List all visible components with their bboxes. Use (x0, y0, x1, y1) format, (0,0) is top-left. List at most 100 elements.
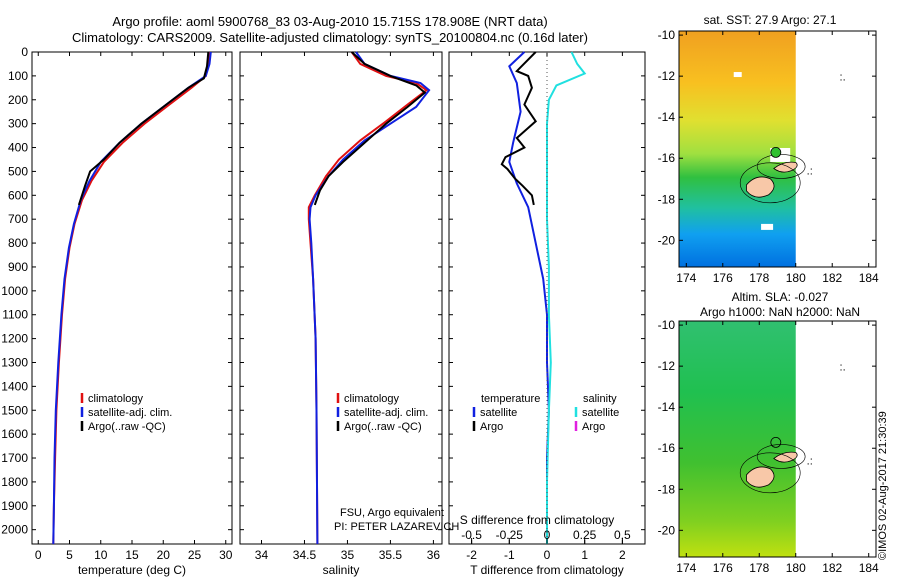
y-tick-label: 1700 (1, 451, 28, 465)
legend-entry: satellite (480, 407, 517, 419)
y-tick-label: -10 (658, 28, 676, 42)
x-tick-label: 5 (66, 548, 73, 562)
y-tick-label: 700 (8, 212, 28, 226)
no-data-patch (733, 72, 742, 78)
x-tick-label: 180 (786, 561, 806, 575)
pi-annotation: PI: PETER LAZAREVICH (334, 521, 459, 533)
y-tick-label: -20 (658, 523, 676, 537)
reef-marks: :. (840, 361, 846, 373)
legend-entry: climatology (88, 393, 144, 405)
legend-entry: satellite-adj. clim. (344, 407, 428, 419)
legend-title-temperature: temperature (481, 393, 540, 405)
y-tick-label: -10 (658, 318, 676, 332)
x-tick-label: 176 (713, 271, 733, 285)
x-tick-label: 25 (188, 548, 202, 562)
y-tick-label: 0 (21, 45, 28, 59)
x-tick-label: -2 (466, 548, 477, 562)
s-tick-label: 0.25 (573, 528, 597, 542)
y-tick-label: -14 (658, 110, 676, 124)
y-tick-label: 300 (8, 117, 28, 131)
legend-entry: Argo(..raw -QC) (88, 421, 166, 433)
x-tick-label: 30 (219, 548, 233, 562)
y-tick-label: 200 (8, 93, 28, 107)
y-tick-label: -18 (658, 482, 676, 496)
series-line-climatology (52, 51, 210, 545)
salinity-panel: 34 34.5 35 35.5 36 salinity climatology satelli… (239, 51, 443, 577)
reef-marks: .: (807, 166, 813, 178)
contour (739, 162, 801, 204)
argo-position-marker (770, 146, 782, 158)
s-tick-label: -0.5 (461, 528, 482, 542)
x-tick-label: 182 (822, 561, 842, 575)
y-tick-label: -16 (658, 151, 676, 165)
legend-entry: Argo (480, 421, 503, 433)
temperature-panel: 0100200300400500600700800900100011001200… (1, 45, 232, 577)
map-title: sat. SST: 27.9 Argo: 27.1 (704, 13, 837, 27)
y-tick-label: 100 (8, 69, 28, 83)
y-tick-label: -12 (658, 69, 676, 83)
series-line-satellite (52, 51, 212, 545)
series-line-argo (313, 51, 427, 206)
x-tick-label: 174 (676, 561, 696, 575)
y-tick-label: -12 (658, 359, 676, 373)
land-vanua-levu (773, 451, 798, 463)
map-field (679, 321, 796, 557)
x-tick-label: 2 (619, 548, 626, 562)
y-tick-label: 800 (8, 236, 28, 250)
difference-panel: -2 -1 0 1 2T difference from climatology -0.5… (448, 51, 646, 577)
x-tick-label: 184 (859, 271, 879, 285)
x-tick-label: 178 (749, 271, 769, 285)
series-line-argo (77, 51, 210, 206)
y-tick-label: 1800 (1, 475, 28, 489)
land-viti-levu (746, 176, 775, 198)
y-tick-label: -20 (658, 233, 676, 247)
y-tick-label: 1600 (1, 427, 28, 441)
y-tick-label: 2000 (1, 523, 28, 537)
x-axis-label: temperature (deg C) (78, 563, 186, 577)
argo-position-marker (770, 436, 782, 448)
y-tick-label: 1200 (1, 332, 28, 346)
sst-map-panel: sat. SST: 27.9 Argo: 27.1.::.174 176 178 18… (658, 13, 879, 285)
land-vanua-levu (773, 161, 798, 173)
legend-title-salinity: salinity (583, 393, 617, 405)
map-title: Altim. SLA: -0.027 (732, 290, 829, 304)
x-tick-label: 36 (427, 548, 441, 562)
y-tick-label: 1100 (2, 308, 28, 322)
x-tick-label: 182 (822, 271, 842, 285)
y-tick-label: 1000 (1, 284, 28, 298)
y-tick-label: 1300 (1, 355, 28, 369)
y-tick-label: -16 (658, 441, 676, 455)
map-subtitle: Argo h1000: NaN h2000: NaN (700, 305, 860, 319)
x-tick-label: 0 (35, 548, 42, 562)
x-tick-label: 174 (676, 271, 696, 285)
y-tick-label: -14 (658, 400, 676, 414)
x-axis-label: salinity (323, 563, 360, 577)
x-tick-label: 20 (157, 548, 171, 562)
x-tick-label: 0 (544, 548, 551, 562)
x-tick-label: 178 (749, 561, 769, 575)
x-tick-label: 10 (94, 548, 108, 562)
s-tick-label: -0.25 (496, 528, 524, 542)
contour (756, 154, 806, 179)
legend-entry: satellite (582, 407, 619, 419)
series-line-climatology (307, 51, 429, 545)
x-tick-label: 180 (786, 271, 806, 285)
y-tick-label: -18 (658, 192, 676, 206)
x-tick-label: 15 (125, 548, 139, 562)
x-tick-label: 176 (713, 561, 733, 575)
x-tick-label: -1 (504, 548, 515, 562)
y-tick-label: 900 (8, 260, 28, 274)
reef-marks: :. (840, 71, 846, 83)
contour (756, 444, 806, 469)
no-data-patch (761, 223, 774, 230)
legend-entry: Argo(..raw -QC) (344, 421, 422, 433)
s-tick-label: 0 (544, 528, 551, 542)
title-line-1: Argo profile: aoml 5900768_83 03-Aug-201… (112, 14, 548, 29)
x-tick-label: 184 (859, 561, 879, 575)
y-tick-label: 400 (8, 141, 28, 155)
fsu-annotation: FSU, Argo equivalent (340, 507, 444, 519)
imos-credit: ©IMOS 02-Aug-2017 21:30:39 (877, 411, 889, 560)
y-tick-label: 1500 (1, 403, 28, 417)
